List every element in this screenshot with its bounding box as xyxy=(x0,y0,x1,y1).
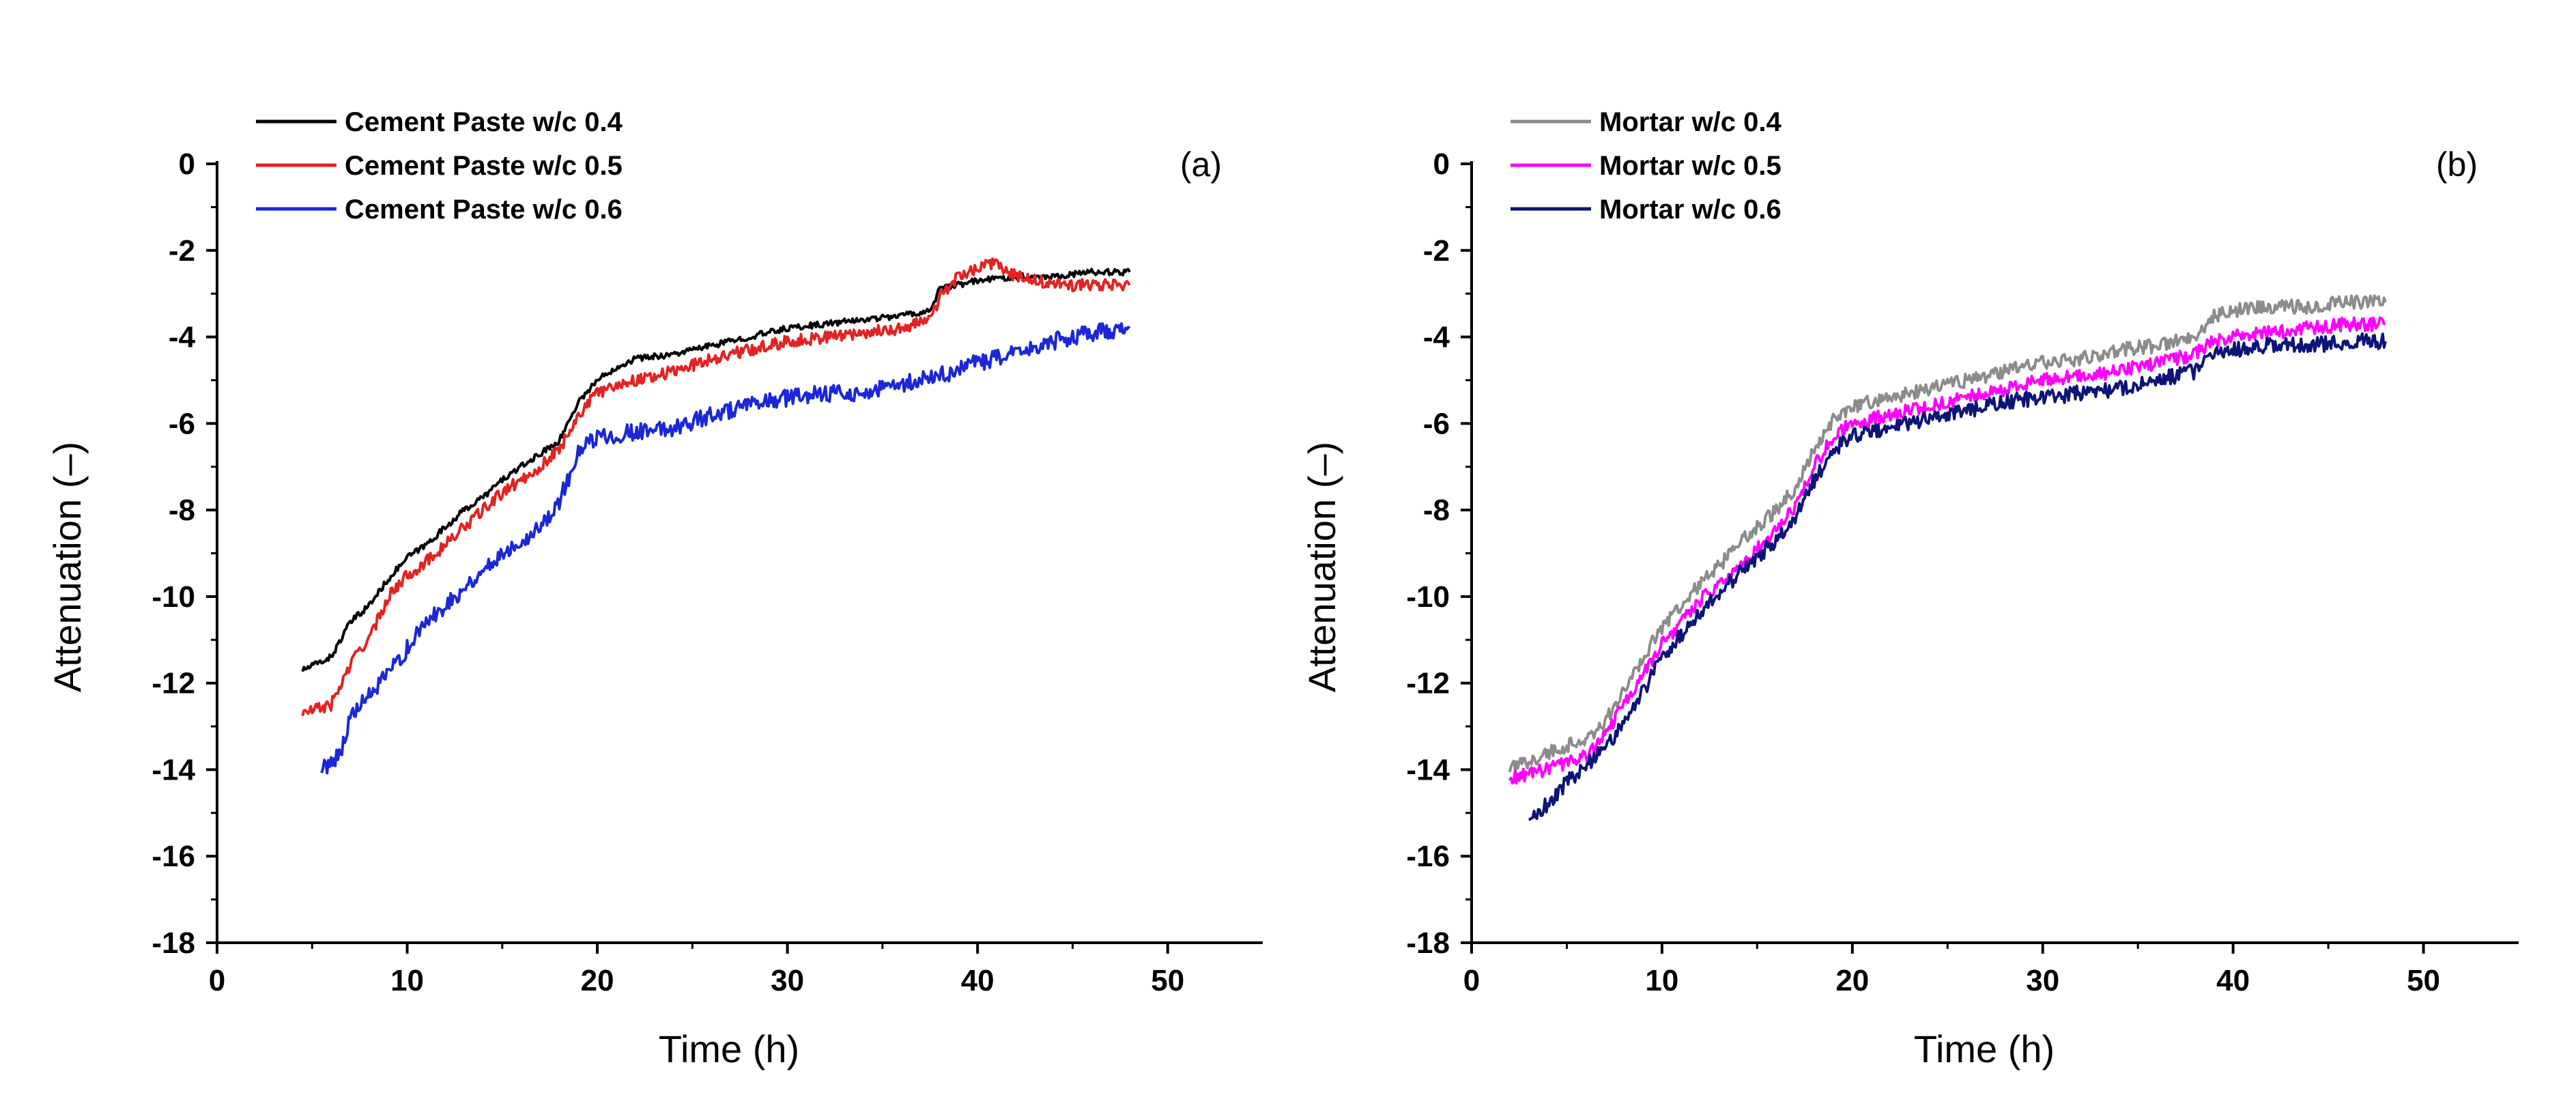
x-axis-title: Time (h) xyxy=(1914,1027,2055,1070)
series-line-1 xyxy=(1508,294,2387,773)
x-tick-label: 0 xyxy=(1463,964,1480,997)
series-line-2 xyxy=(1508,316,2386,785)
y-tick-label: -4 xyxy=(1423,321,1450,354)
panel-label: (a) xyxy=(1180,145,1222,184)
x-tick-label: 50 xyxy=(2407,964,2440,997)
legend-label: Mortar w/c 0.5 xyxy=(1599,151,1781,181)
y-tick-label: -18 xyxy=(1406,926,1450,960)
legend-label: Mortar w/c 0.6 xyxy=(1599,195,1781,225)
x-axis-title: Time (h) xyxy=(659,1027,799,1070)
legend-label: Cement Paste w/c 0.4 xyxy=(345,107,623,137)
x-tick-label: 20 xyxy=(581,964,614,997)
series-line-3 xyxy=(320,322,1131,775)
x-tick-label: 40 xyxy=(961,964,994,997)
y-axis-title: Attenuation (–) xyxy=(46,442,89,692)
legend-label: Cement Paste w/c 0.5 xyxy=(345,151,622,181)
panel-label: (b) xyxy=(2436,145,2478,184)
y-tick-label: -12 xyxy=(1406,667,1450,700)
y-tick-label: -6 xyxy=(169,407,195,440)
x-tick-label: 40 xyxy=(2216,964,2250,997)
chart-panel-b: 0 -2 -4 -6 -8 -10 -12 -14 -16 -18 0 10 20 30 40 50 Time … xyxy=(1300,107,2519,1070)
x-tick-label: 0 xyxy=(209,964,225,997)
y-tick-label: -8 xyxy=(1423,494,1450,527)
y-tick-label: -14 xyxy=(1406,753,1450,786)
series-line-1 xyxy=(301,268,1131,672)
y-tick-label: -2 xyxy=(169,234,195,268)
x-tick-label: 10 xyxy=(390,964,424,997)
legend-label: Mortar w/c 0.4 xyxy=(1599,107,1782,137)
x-tick-label: 50 xyxy=(1151,964,1184,997)
y-tick-label: -6 xyxy=(1423,407,1450,440)
legend-label: Cement Paste w/c 0.6 xyxy=(345,195,622,225)
y-tick-label: -16 xyxy=(152,840,195,873)
series-line-3 xyxy=(1528,332,2387,821)
x-tick-label: 10 xyxy=(1645,964,1678,997)
chart-panel-a: 0 -2 -4 -6 -8 -10 -12 -14 -16 -18 0 10 20 30 40 50 Time … xyxy=(46,107,1263,1070)
x-tick-label: 30 xyxy=(771,964,804,997)
y-tick-label: -8 xyxy=(169,494,195,527)
y-tick-label: -4 xyxy=(169,321,196,354)
y-tick-label: 0 xyxy=(1433,147,1450,181)
y-axis-title: Attenuation (–) xyxy=(1300,442,1343,692)
y-tick-label: -2 xyxy=(1423,234,1450,268)
y-tick-label: -18 xyxy=(152,926,195,960)
y-tick-label: -10 xyxy=(152,580,195,614)
series-line-2 xyxy=(301,257,1131,717)
y-tick-label: 0 xyxy=(179,147,195,181)
y-tick-label: -14 xyxy=(152,753,195,786)
x-tick-label: 20 xyxy=(1835,964,1869,997)
x-tick-label: 30 xyxy=(2026,964,2059,997)
y-tick-label: -10 xyxy=(1406,580,1450,614)
y-tick-label: -12 xyxy=(152,667,195,700)
y-tick-label: -16 xyxy=(1406,840,1450,873)
